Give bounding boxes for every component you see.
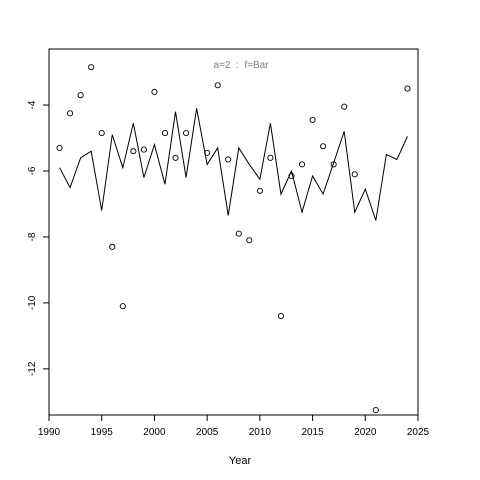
data-point — [298, 161, 306, 168]
x-tick-label: 1995 — [91, 427, 114, 438]
y-tick-label: -10 — [27, 295, 38, 310]
data-point — [256, 187, 263, 194]
data-point — [372, 407, 379, 414]
data-point — [77, 92, 84, 99]
data-point — [320, 143, 327, 150]
x-tick-label: 2020 — [354, 427, 377, 438]
data-point — [330, 161, 337, 168]
chart-annotation: a=2 : f=Bar — [213, 60, 269, 71]
data-point — [161, 130, 169, 137]
y-tick-label: -8 — [27, 232, 38, 241]
data-point — [225, 156, 232, 163]
data-point — [172, 154, 179, 161]
data-point — [351, 171, 358, 178]
data-point — [246, 237, 253, 244]
x-tick-label: 2010 — [249, 427, 272, 438]
y-tick-label: -12 — [27, 361, 38, 376]
data-point — [309, 116, 316, 123]
data-point — [404, 85, 411, 92]
data-point — [56, 144, 63, 151]
data-point — [140, 146, 147, 153]
series-line — [59, 108, 408, 221]
x-tick-label: 2025 — [407, 427, 430, 438]
data-point — [88, 64, 95, 71]
x-tick-label: 2005 — [196, 427, 219, 438]
x-tick-label: 2000 — [143, 427, 166, 438]
y-axis: -12 -10 -8 -6 -4 — [27, 100, 49, 376]
data-point — [214, 82, 221, 89]
data-point — [98, 130, 105, 137]
data-point — [183, 130, 190, 137]
data-point — [341, 103, 348, 110]
data-point — [130, 148, 137, 155]
y-tick-label: -4 — [27, 100, 38, 109]
data-point — [267, 154, 274, 161]
data-point — [67, 110, 74, 117]
data-point — [119, 303, 126, 310]
x-axis: 1990 1995 2000 2005 2010 2015 2020 2025 — [38, 415, 430, 438]
data-point — [277, 313, 284, 320]
x-axis-label: Year — [229, 455, 252, 467]
data-point — [204, 149, 211, 156]
plot-frame — [48, 48, 419, 416]
data-point — [151, 88, 158, 95]
series-layer — [56, 64, 411, 414]
data-point — [235, 230, 242, 237]
y-tick-label: -6 — [27, 166, 38, 175]
x-tick-label: 1990 — [38, 427, 61, 438]
x-tick-label: 2015 — [301, 427, 324, 438]
data-point — [109, 243, 116, 250]
data-point — [288, 172, 295, 179]
